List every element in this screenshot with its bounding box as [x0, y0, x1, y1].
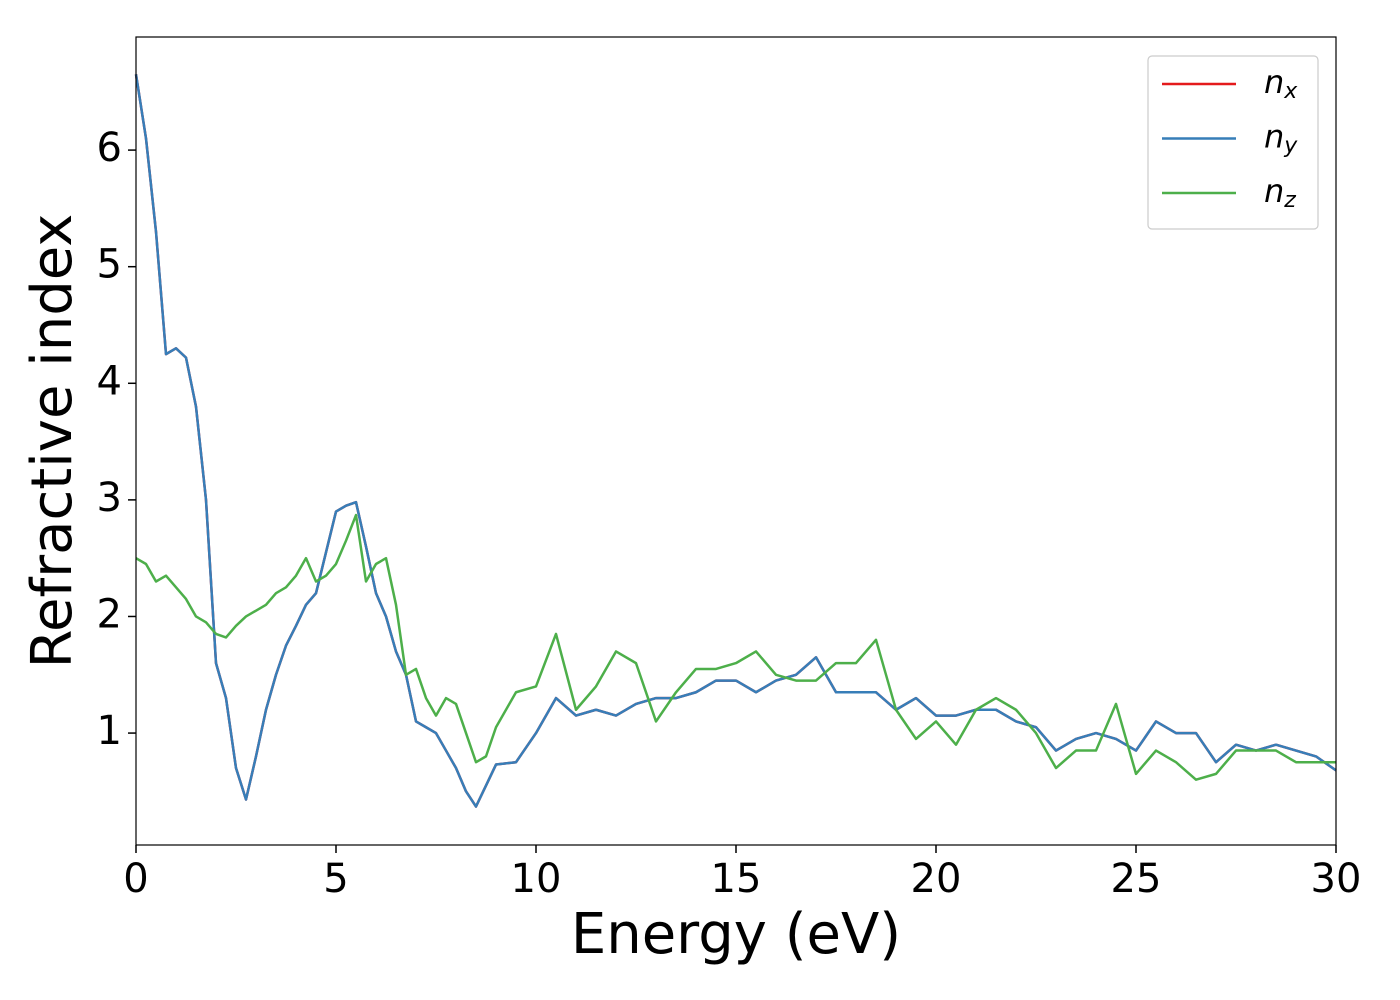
x-tick-label: 25 [1111, 856, 1162, 902]
plot-frame [135, 36, 1337, 846]
legend-label: ny [1264, 118, 1298, 159]
y-tick-label: 1 [97, 708, 122, 754]
legend-box [1147, 55, 1319, 230]
x-axis-label: Energy (eV) [571, 902, 901, 967]
x-tick-label: 10 [511, 856, 562, 902]
x-tick-label: 5 [323, 856, 348, 902]
x-tick-label: 15 [711, 856, 762, 902]
x-tick-label: 20 [911, 856, 962, 902]
line-series [134, 74, 1337, 808]
y-tick-label: 2 [97, 591, 122, 637]
y-tick-label: 3 [97, 475, 122, 521]
y-axis-label: Refractive index [20, 214, 85, 669]
legend-label: nx [1264, 63, 1298, 104]
y-tick-label: 5 [97, 242, 122, 288]
x-tick-label: 0 [123, 856, 148, 902]
line-series [135, 513, 1336, 781]
y-tick-label: 6 [97, 125, 122, 171]
y-tick-label: 4 [97, 358, 122, 404]
legend-label: nz [1264, 172, 1296, 213]
x-tick-label: 30 [1311, 856, 1362, 902]
